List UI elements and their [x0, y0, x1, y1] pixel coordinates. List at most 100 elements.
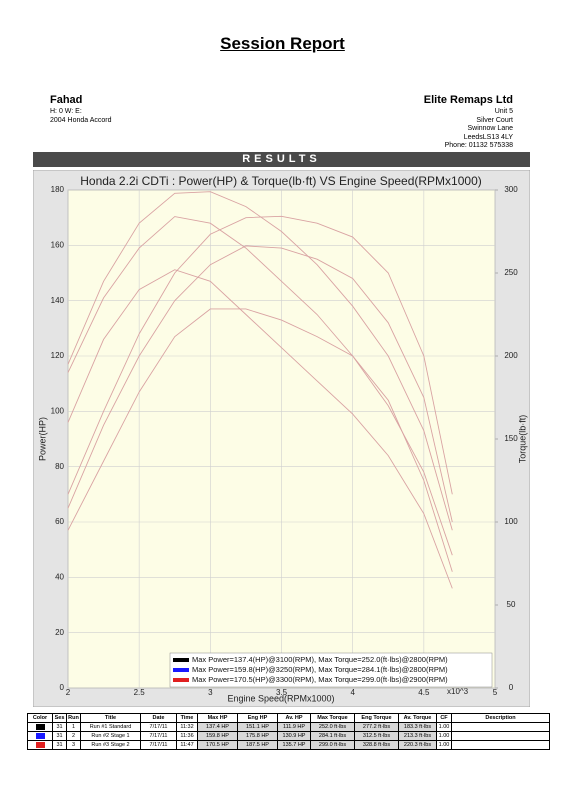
- table-cell: Run #2 Stage 1: [80, 731, 141, 741]
- y-tick-label: 100: [51, 406, 65, 415]
- table-cell: 277.2 ft·lbs: [354, 722, 399, 732]
- y2-tick-label: 250: [504, 268, 518, 277]
- description-cell: [451, 740, 550, 750]
- company-line: Unit 5: [494, 108, 513, 115]
- table-row: 31 1 Run #1 Standard 7/17/11 11:32 137.4 HP 15…: [27, 722, 550, 732]
- column-header: CF: [436, 713, 452, 723]
- table-cell: 11:47: [176, 740, 198, 750]
- legend-label: Max Power=159.8(HP)@3250(RPM), Max Torqu…: [192, 665, 448, 674]
- customer-line: 2004 Honda Accord: [50, 116, 112, 124]
- legend-swatch: [173, 668, 189, 672]
- table-cell: 1.00: [436, 722, 452, 732]
- table-cell: 7/17/11: [140, 740, 177, 750]
- x-tick-label: 4: [350, 688, 355, 697]
- column-header: Eng Torque: [354, 713, 399, 723]
- table-cell: 31: [52, 740, 67, 750]
- legend-box: [169, 652, 493, 688]
- table-cell: 252.0 ft·lbs: [310, 722, 355, 732]
- legend: Max Power=137.4(HP)@3100(RPM), Max Torqu…: [169, 652, 493, 688]
- y2-tick-label: 200: [504, 351, 518, 360]
- description-cell: [451, 731, 550, 741]
- y-tick-label: 20: [55, 628, 64, 637]
- table-cell: 7/17/11: [140, 731, 177, 741]
- x-tick-label: 3: [208, 688, 213, 697]
- table-cell: 11:32: [176, 722, 198, 732]
- table-cell: 135.7 HP: [277, 740, 311, 750]
- legend-swatch: [173, 658, 189, 662]
- table-cell: Run #3 Stage 2: [80, 740, 141, 750]
- table-cell: 170.5 HP: [197, 740, 238, 750]
- table-row: 31 2 Run #2 Stage 1 7/17/11 11:36 159.8 HP 175…: [27, 731, 550, 741]
- table-cell: 31: [52, 731, 67, 741]
- y-axis-label: Power(HP): [37, 417, 47, 461]
- y-tick-label: 120: [51, 351, 65, 360]
- table-cell: 159.8 HP: [197, 731, 238, 741]
- table-cell: 312.5 ft·lbs: [354, 731, 399, 741]
- power-line: [67, 245, 453, 523]
- chart: Honda 2.2i CDTi : Power(HP) & Torque(lb·…: [33, 170, 530, 707]
- report-title: Session Report: [220, 34, 345, 53]
- torque-line: [67, 216, 453, 556]
- table-cell: 111.9 HP: [277, 722, 311, 732]
- y2-tick-label: 100: [504, 517, 518, 526]
- table-cell: 151.1 HP: [237, 722, 278, 732]
- customer-block: Fahad H: 0 W: E: 2004 Honda Accord: [50, 93, 112, 125]
- color-cell: [27, 722, 53, 732]
- column-header: Description: [451, 713, 550, 723]
- table-header: Color Ses Run Title Date Time Max HP Eng HP Av. …: [27, 713, 550, 723]
- table-cell: 130.9 HP: [277, 731, 311, 741]
- table-cell: 137.4 HP: [197, 722, 238, 732]
- x-tick-label: 3.5: [276, 688, 288, 697]
- y2-tick-label: 150: [504, 434, 518, 443]
- y2-axis-label: Torque(lb·ft): [517, 415, 527, 464]
- table-cell: 213.3 ft·lbs: [398, 731, 437, 741]
- table-cell: 1.00: [436, 740, 452, 750]
- column-header: Max HP: [197, 713, 238, 723]
- column-header: Eng HP: [237, 713, 278, 723]
- column-header: Color: [27, 713, 53, 723]
- company-line: Phone: 01132 575338: [444, 142, 513, 149]
- table-cell: 187.5 HP: [237, 740, 278, 750]
- runs-table: Color Ses Run Title Date Time Max HP Eng HP Av. …: [27, 713, 550, 750]
- y-tick-label: 180: [51, 185, 65, 194]
- section-bar: RESULTS: [33, 152, 530, 167]
- company-name: Elite Remaps Ltd: [423, 94, 513, 106]
- table-cell: 220.3 ft·lbs: [398, 740, 437, 750]
- x-multiplier: x10^3: [447, 687, 469, 696]
- company-line: Swinnow Lane: [467, 125, 513, 132]
- chart-title: Honda 2.2i CDTi : Power(HP) & Torque(lb·…: [80, 174, 482, 188]
- color-cell: [27, 731, 53, 741]
- column-header: Av. Torque: [398, 713, 437, 723]
- table-cell: 7/17/11: [140, 722, 177, 732]
- y2-tick-label: 50: [507, 600, 516, 609]
- legend-label: Max Power=137.4(HP)@3100(RPM), Max Torqu…: [192, 655, 448, 664]
- color-swatch: [35, 724, 45, 730]
- legend-swatch: [173, 678, 189, 682]
- y-tick-label: 140: [51, 296, 65, 305]
- color-swatch: [35, 742, 45, 748]
- x-tick-label: 2: [66, 688, 71, 697]
- table-cell: 328.8 ft·lbs: [354, 740, 399, 750]
- description-cell: [451, 722, 550, 732]
- customer-name: Fahad: [50, 94, 83, 106]
- legend-label: Max Power=170.5(HP)@3300(RPM), Max Torqu…: [192, 675, 448, 684]
- torque-line: [67, 191, 453, 531]
- y-tick-label: 60: [55, 517, 64, 526]
- column-header: Av. HP: [277, 713, 311, 723]
- table-row: 31 3 Run #3 Stage 2 7/17/11 11:47 170.5 HP 187…: [27, 740, 550, 750]
- torque-line: [67, 269, 453, 589]
- column-header: Date: [140, 713, 177, 723]
- table-cell: 3: [66, 740, 81, 750]
- table-cell: 1: [66, 722, 81, 732]
- column-header: Time: [176, 713, 198, 723]
- company-block: Elite Remaps Ltd Unit 5 Silver Court Swi…: [424, 93, 513, 151]
- table-cell: 11:36: [176, 731, 198, 741]
- table-cell: Run #1 Standard: [80, 722, 141, 732]
- color-cell: [27, 740, 53, 750]
- table-cell: 183.3 ft·lbs: [398, 722, 437, 732]
- column-header: Max Torque: [310, 713, 355, 723]
- column-header: Title: [80, 713, 141, 723]
- power-line: [67, 308, 453, 572]
- column-header: Run: [66, 713, 81, 723]
- column-header: Ses: [52, 713, 67, 723]
